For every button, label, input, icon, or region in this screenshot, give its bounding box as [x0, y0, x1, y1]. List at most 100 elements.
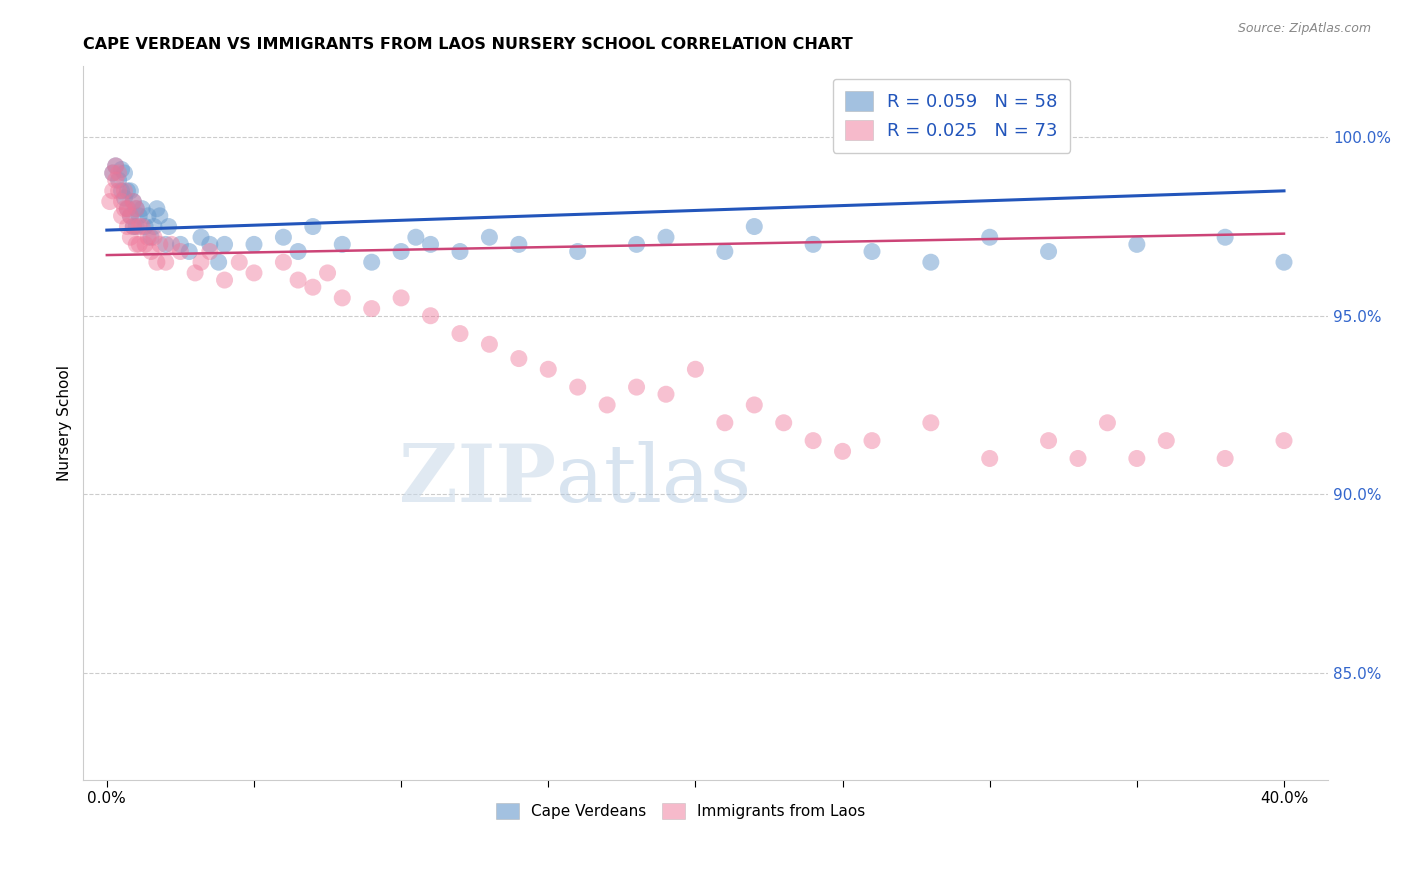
Point	[1126, 237, 1149, 252]
Point	[190, 255, 212, 269]
Point	[1272, 434, 1295, 448]
Point	[149, 237, 172, 252]
Point	[860, 434, 883, 448]
Point	[117, 202, 139, 216]
Point	[273, 230, 295, 244]
Point	[449, 244, 471, 259]
Point	[567, 244, 589, 259]
Point	[449, 326, 471, 341]
Point	[1272, 255, 1295, 269]
Point	[714, 416, 737, 430]
Point	[128, 237, 150, 252]
Point	[405, 230, 427, 244]
Point	[114, 166, 136, 180]
Point	[330, 237, 353, 252]
Point	[184, 266, 207, 280]
Point	[169, 244, 191, 259]
Point	[330, 291, 353, 305]
Point	[214, 273, 236, 287]
Point	[360, 301, 382, 316]
Point	[107, 184, 129, 198]
Point	[110, 184, 132, 198]
Point	[1331, 451, 1354, 466]
Point	[101, 166, 124, 180]
Point	[122, 219, 145, 234]
Point	[146, 255, 169, 269]
Point	[131, 219, 153, 234]
Point	[920, 255, 942, 269]
Point	[596, 398, 619, 412]
Point	[146, 202, 169, 216]
Point	[1038, 244, 1060, 259]
Point	[98, 194, 121, 209]
Point	[801, 237, 824, 252]
Point	[128, 209, 150, 223]
Point	[160, 237, 183, 252]
Point	[101, 166, 124, 180]
Point	[179, 244, 201, 259]
Point	[120, 184, 142, 198]
Point	[243, 237, 266, 252]
Point	[198, 244, 221, 259]
Point	[155, 255, 177, 269]
Point	[117, 184, 139, 198]
Point	[149, 209, 172, 223]
Point	[389, 244, 412, 259]
Point	[772, 416, 794, 430]
Point	[685, 362, 707, 376]
Point	[110, 209, 132, 223]
Point	[1067, 451, 1090, 466]
Point	[273, 255, 295, 269]
Text: ZIP: ZIP	[399, 441, 557, 519]
Point	[122, 194, 145, 209]
Point	[107, 173, 129, 187]
Point	[136, 230, 159, 244]
Legend: Cape Verdeans, Immigrants from Laos: Cape Verdeans, Immigrants from Laos	[491, 797, 872, 825]
Point	[134, 219, 156, 234]
Point	[831, 444, 853, 458]
Point	[114, 191, 136, 205]
Point	[110, 162, 132, 177]
Point	[208, 255, 231, 269]
Point	[120, 230, 142, 244]
Point	[419, 237, 441, 252]
Point	[104, 173, 127, 187]
Point	[1213, 451, 1236, 466]
Point	[117, 202, 139, 216]
Point	[655, 230, 678, 244]
Point	[801, 434, 824, 448]
Point	[117, 219, 139, 234]
Point	[626, 237, 648, 252]
Point	[1126, 451, 1149, 466]
Point	[139, 230, 162, 244]
Point	[190, 230, 212, 244]
Point	[114, 184, 136, 198]
Point	[136, 209, 159, 223]
Point	[142, 219, 165, 234]
Point	[419, 309, 441, 323]
Point	[120, 209, 142, 223]
Point	[110, 194, 132, 209]
Point	[125, 202, 148, 216]
Point	[1156, 434, 1178, 448]
Point	[214, 237, 236, 252]
Point	[155, 237, 177, 252]
Point	[567, 380, 589, 394]
Point	[122, 219, 145, 234]
Point	[389, 291, 412, 305]
Point	[979, 230, 1001, 244]
Point	[228, 255, 250, 269]
Point	[920, 416, 942, 430]
Y-axis label: Nursery School: Nursery School	[58, 365, 72, 481]
Point	[508, 351, 530, 366]
Text: atlas: atlas	[557, 441, 751, 519]
Point	[134, 237, 156, 252]
Point	[125, 237, 148, 252]
Point	[1213, 230, 1236, 244]
Point	[478, 337, 501, 351]
Text: Source: ZipAtlas.com: Source: ZipAtlas.com	[1237, 22, 1371, 36]
Point	[131, 202, 153, 216]
Point	[860, 244, 883, 259]
Point	[198, 237, 221, 252]
Point	[655, 387, 678, 401]
